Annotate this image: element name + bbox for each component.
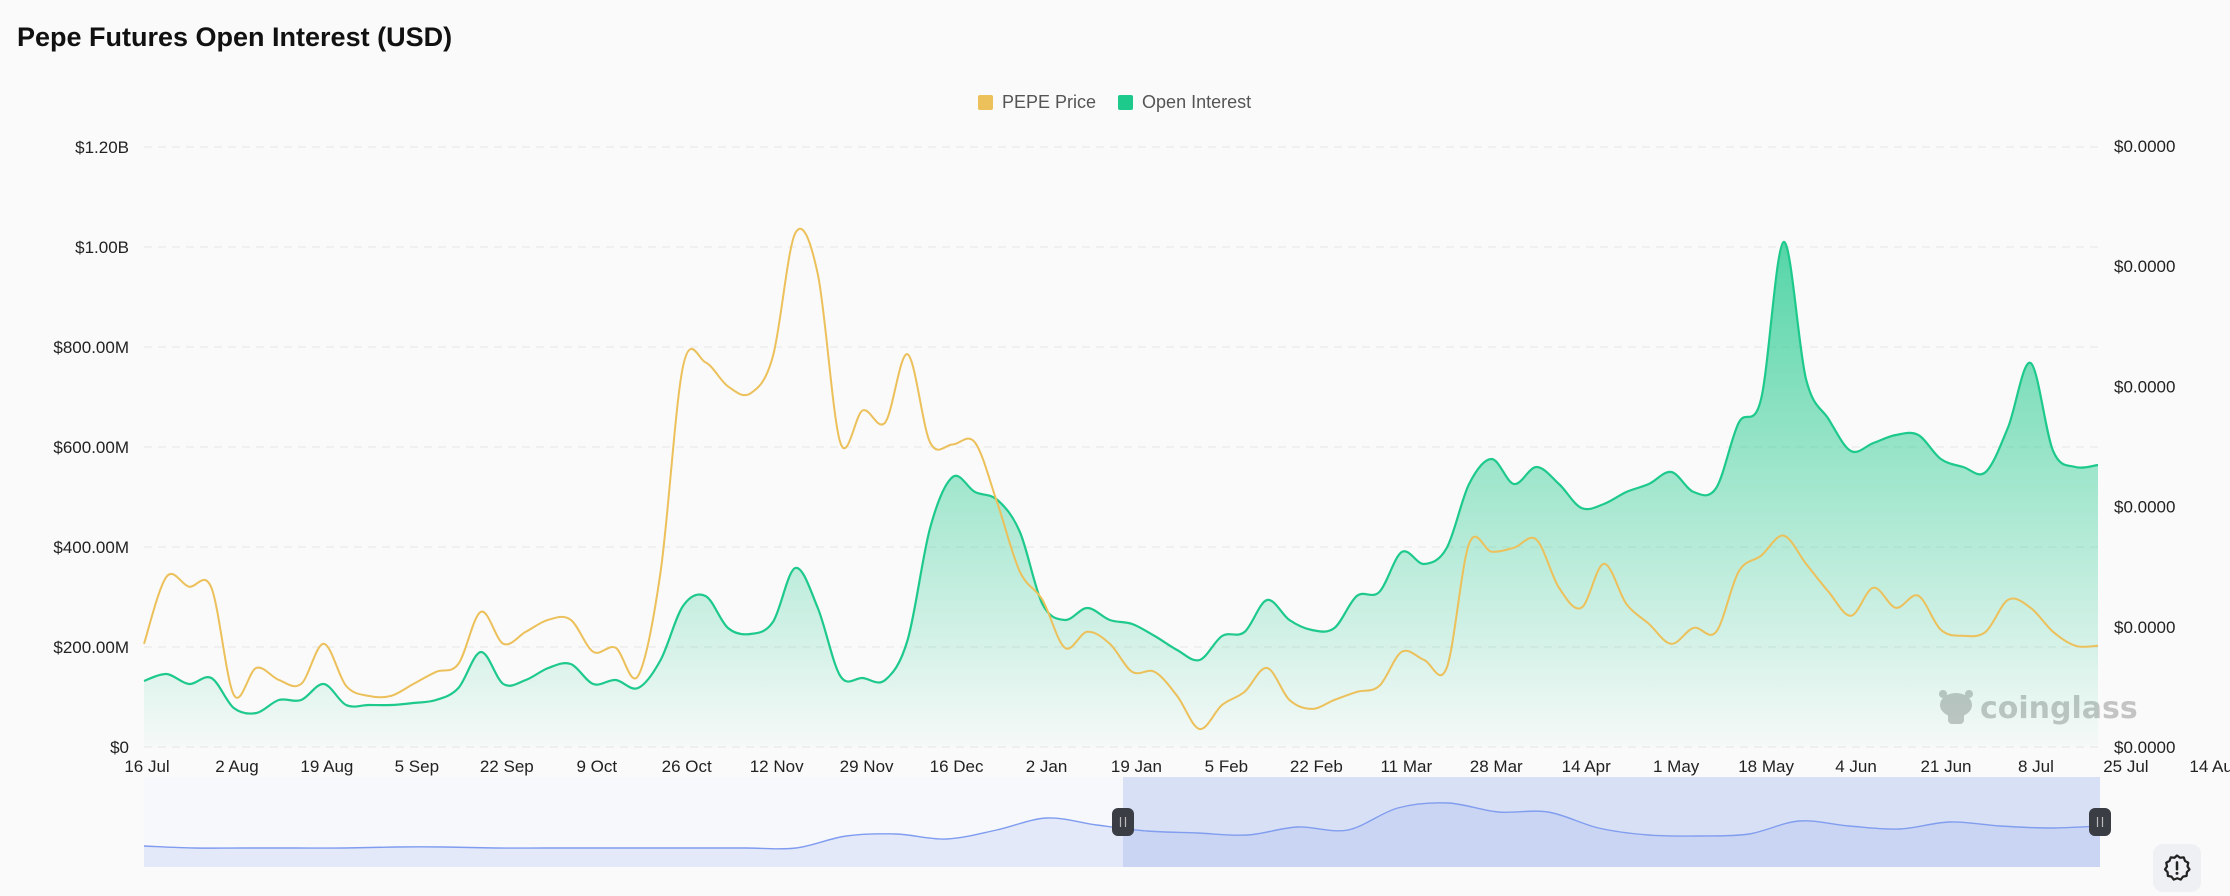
left-axis-tick-label: $600.00M bbox=[53, 438, 129, 457]
x-axis-tick-label: 19 Jan bbox=[1111, 757, 1162, 776]
right-axis-tick-label: $0.0000 bbox=[2114, 377, 2175, 396]
left-axis-tick-label: $0 bbox=[110, 738, 129, 757]
legend: PEPE Price Open Interest bbox=[978, 92, 1273, 113]
legend-label: PEPE Price bbox=[1002, 92, 1097, 112]
x-axis: 16 Jul 2 Aug 19 Aug 5 Sep 22 Sep 9 Oct 26 Oct 1… bbox=[124, 757, 2230, 776]
x-axis-tick-label: 5 Feb bbox=[1205, 757, 1248, 776]
x-axis-tick-label: 8 Jul bbox=[2018, 757, 2054, 776]
x-axis-tick-label: 12 Nov bbox=[750, 757, 804, 776]
handle-grip bbox=[1112, 808, 1134, 836]
left-axis-tick-label: $1.00B bbox=[75, 238, 129, 257]
open-interest-line bbox=[143, 240, 2099, 715]
chart-title: Pepe Futures Open Interest (USD) bbox=[17, 22, 453, 52]
right-axis: $0.0000 $0.0000 $0.0000 $0.0000 $0.0000 $0.00… bbox=[2114, 137, 2175, 757]
series-layer bbox=[143, 227, 2099, 748]
x-axis-tick-label: 2 Jan bbox=[1026, 757, 1068, 776]
x-axis-tick-label: 14 Aug bbox=[2189, 757, 2230, 776]
badge-alert-icon bbox=[2163, 854, 2191, 881]
right-axis-tick-label: $0.0000 bbox=[2114, 618, 2175, 637]
right-axis-tick-label: $0.0000 bbox=[2114, 738, 2175, 757]
x-axis-tick-label: 29 Nov bbox=[840, 757, 894, 776]
x-axis-tick-label: 18 May bbox=[1738, 757, 1794, 776]
handle-grip bbox=[2089, 808, 2111, 836]
legend-label: Open Interest bbox=[1142, 92, 1252, 112]
x-axis-tick-label: 5 Sep bbox=[395, 757, 439, 776]
left-axis-tick-label: $1.20B bbox=[75, 138, 129, 157]
right-axis-tick-label: $0.0000 bbox=[2114, 257, 2175, 276]
legend-swatch-pepe-price bbox=[978, 95, 993, 110]
open-interest-area bbox=[144, 241, 2098, 748]
left-axis: $0 $200.00M $400.00M $600.00M $800.00M $1.00B… bbox=[53, 138, 129, 757]
x-axis-tick-label: 21 Jun bbox=[1920, 757, 1971, 776]
right-axis-tick-label: $0.0000 bbox=[2114, 498, 2175, 517]
x-axis-tick-label: 1 May bbox=[1653, 757, 1700, 776]
legend-item-open-interest[interactable]: Open Interest bbox=[1118, 92, 1251, 113]
x-axis-tick-label: 28 Mar bbox=[1470, 757, 1523, 776]
x-axis-tick-label: 4 Jun bbox=[1835, 757, 1877, 776]
x-axis-tick-label: 22 Sep bbox=[480, 757, 534, 776]
navigator-selected-window[interactable] bbox=[1123, 777, 2100, 867]
x-axis-tick-label: 26 Oct bbox=[662, 757, 712, 776]
x-axis-tick-label: 22 Feb bbox=[1290, 757, 1343, 776]
x-axis-tick-label: 19 Aug bbox=[300, 757, 353, 776]
x-axis-tick-label: 25 Jul bbox=[2103, 757, 2148, 776]
navigator-left-handle[interactable] bbox=[1112, 808, 1134, 836]
x-axis-tick-label: 16 Jul bbox=[124, 757, 169, 776]
x-axis-tick-label: 16 Dec bbox=[930, 757, 984, 776]
left-axis-tick-label: $800.00M bbox=[53, 338, 129, 357]
pepe-price-line bbox=[143, 227, 2099, 730]
left-axis-tick-label: $400.00M bbox=[53, 538, 129, 557]
data-zoom-navigator[interactable] bbox=[143, 777, 2111, 867]
legend-swatch-open-interest bbox=[1118, 95, 1134, 110]
right-axis-tick-label: $0.0000 bbox=[2114, 137, 2175, 156]
x-axis-tick-label: 11 Mar bbox=[1380, 757, 1432, 776]
x-axis-tick-label: 2 Aug bbox=[215, 757, 259, 776]
legend-item-pepe-price[interactable]: PEPE Price bbox=[978, 92, 1096, 113]
x-axis-tick-label: 9 Oct bbox=[576, 757, 617, 776]
navigator-right-handle[interactable] bbox=[2089, 808, 2111, 836]
alert-button[interactable] bbox=[2153, 844, 2201, 892]
left-axis-tick-label: $200.00M bbox=[53, 638, 129, 657]
x-axis-tick-label: 14 Apr bbox=[1562, 757, 1611, 776]
